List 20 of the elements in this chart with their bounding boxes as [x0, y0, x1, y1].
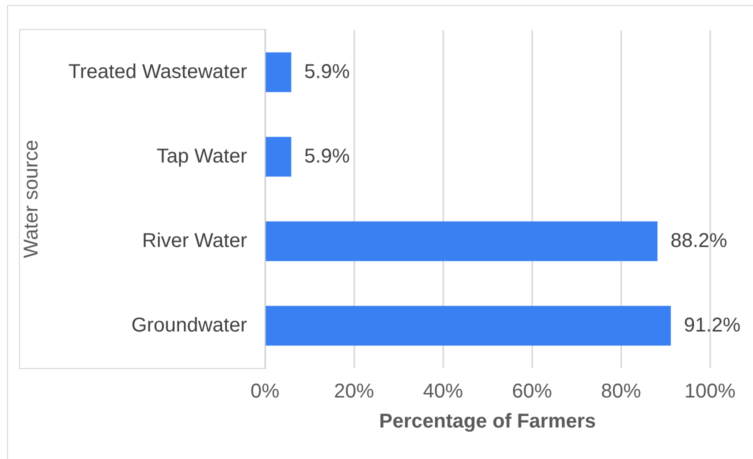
bar: [266, 136, 292, 177]
data-label: 91.2%: [684, 314, 741, 336]
bar: [266, 306, 671, 346]
x-tick-label: 100%: [684, 380, 736, 403]
bar: [266, 221, 658, 262]
y-tick-label: Groundwater: [131, 314, 248, 336]
x-tick-label: 80%: [600, 380, 642, 403]
x-tick-label: 20%: [334, 380, 374, 403]
x-tick-label: 60%: [512, 380, 552, 403]
bar: [266, 52, 292, 92]
data-label: 5.9%: [304, 145, 350, 168]
x-tick-label: 0%: [250, 380, 280, 403]
y-axis-title: Water source: [20, 140, 43, 258]
y-tick-label: Tap Water: [156, 145, 248, 168]
data-label: 88.2%: [670, 230, 728, 252]
y-tick-label: River Water: [142, 230, 248, 252]
data-label: 5.9%: [304, 60, 350, 83]
y-tick-label: Treated Wastewater: [68, 60, 248, 83]
x-tick-label: 40%: [422, 380, 464, 403]
x-axis-title: Percentage of Farmers: [379, 410, 596, 433]
